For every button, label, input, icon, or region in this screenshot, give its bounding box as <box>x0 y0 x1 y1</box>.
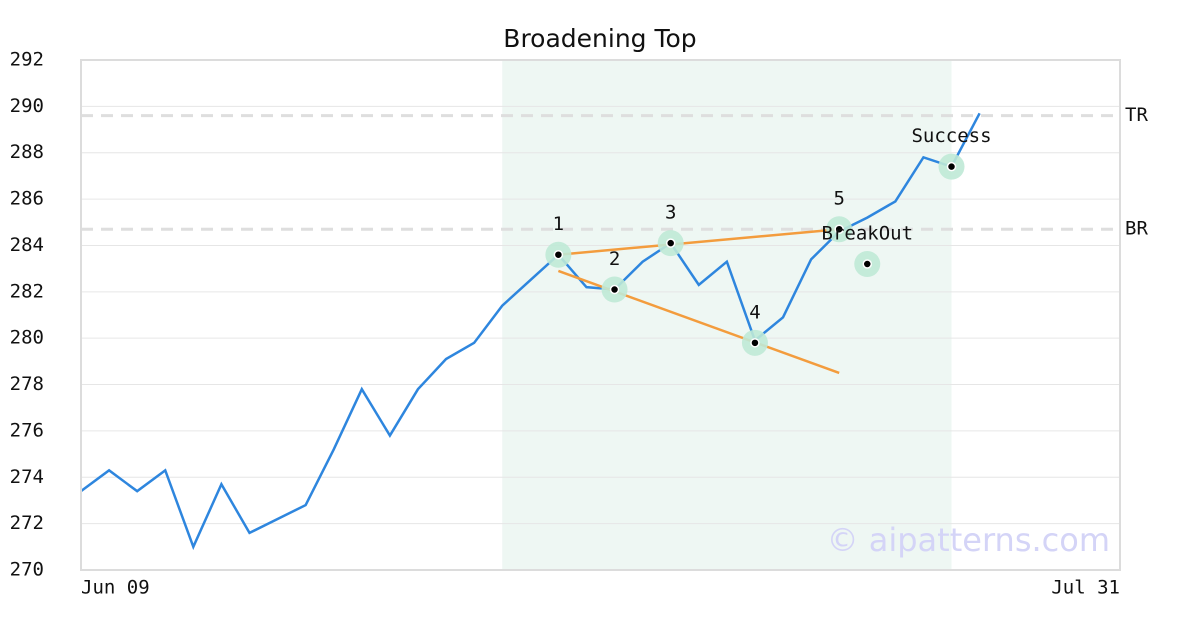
pattern-point-label: 2 <box>609 248 620 270</box>
y-tick-label: 282 <box>10 280 44 302</box>
pattern-point-label: 4 <box>749 301 760 323</box>
y-tick-label: 280 <box>10 327 44 349</box>
pattern-point-label: 5 <box>833 188 844 210</box>
pattern-point <box>665 238 676 248</box>
y-tick-label: 270 <box>10 559 44 581</box>
x-tick-label: Jun 09 <box>81 577 150 599</box>
y-tick-label: 286 <box>10 188 44 210</box>
y-tick-label: 272 <box>10 512 44 534</box>
pattern-point <box>862 259 873 269</box>
price-line <box>80 112 981 551</box>
y-tick-label: 284 <box>10 234 44 256</box>
pattern-point <box>834 224 844 234</box>
pattern-point-label: BreakOut <box>822 223 914 245</box>
y-tick-label: 288 <box>10 141 44 163</box>
trendline <box>558 227 840 256</box>
pattern-point <box>553 249 564 260</box>
y-tick-label: 292 <box>10 49 44 71</box>
y-tick-label: 274 <box>10 466 44 488</box>
plot-border <box>80 59 1121 571</box>
y-tick-label: 290 <box>10 95 44 117</box>
level-label: BR <box>1125 218 1148 240</box>
pattern-point-label: 1 <box>553 213 564 235</box>
pattern-point-label: Success <box>911 125 991 147</box>
y-tick-label: 276 <box>10 419 44 441</box>
pattern-point-label: 3 <box>665 202 676 224</box>
pattern-point <box>946 161 957 172</box>
x-tick-label: Jul 31 <box>1051 577 1120 599</box>
pattern-point <box>750 338 760 348</box>
highlight-region <box>502 60 952 570</box>
y-tick-label: 278 <box>10 373 44 395</box>
level-label: TR <box>1125 104 1148 126</box>
chart-title: Broadening Top <box>503 24 696 53</box>
watermark: © aipatterns.com <box>827 521 1110 559</box>
pattern-point <box>609 284 620 295</box>
